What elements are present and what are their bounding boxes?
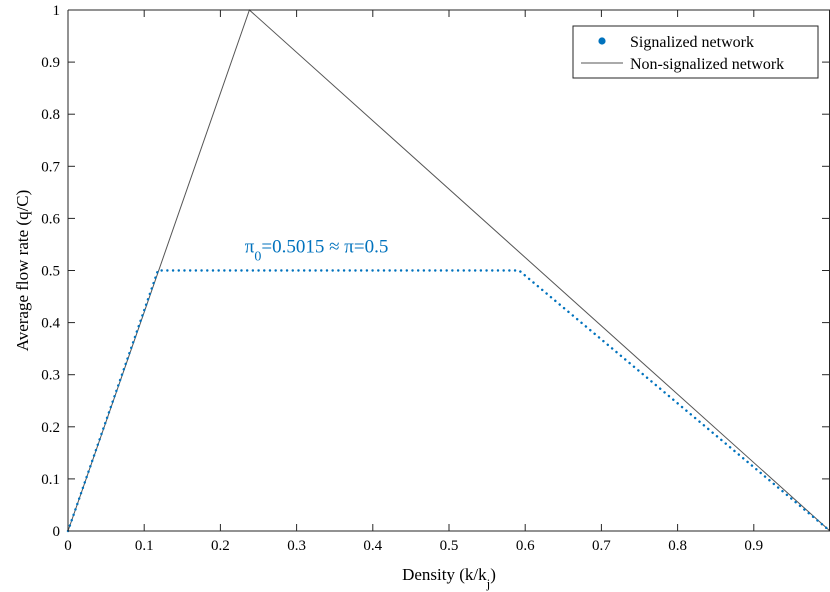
annotation-text: π0=0.5015 ≈ π=0.5 xyxy=(245,236,389,264)
y-tick-label: 0.2 xyxy=(41,420,60,436)
y-axis-title: Average flow rate (q/C) xyxy=(13,190,32,352)
legend-marker-signalized xyxy=(598,37,606,45)
annotation-pi: π xyxy=(245,236,255,257)
series-line-signalized xyxy=(66,269,830,533)
x-tick-label: 0.3 xyxy=(287,538,306,554)
y-tick-label: 0.9 xyxy=(41,55,60,71)
plot-area xyxy=(68,10,830,531)
x-axis-title-close: ) xyxy=(490,565,496,584)
y-tick-label: 0.5 xyxy=(41,264,60,280)
x-axis-title: Density (k/kj) xyxy=(402,565,496,591)
annotation-sub: 0 xyxy=(254,249,261,264)
x-tick-label: 0 xyxy=(64,538,72,554)
y-tick-label: 0.8 xyxy=(41,107,60,123)
legend-box xyxy=(572,25,819,79)
y-tick-label: 0.6 xyxy=(41,211,60,227)
y-tick-label: 0 xyxy=(53,524,61,540)
x-tick-label: 0.8 xyxy=(668,538,687,554)
x-axis-title-sub: j xyxy=(486,576,491,591)
x-tick-label: 0.6 xyxy=(516,538,535,554)
ticks-layer: 0 0.1 0.2 0.3 0.4 0.5 0.6 0.7 0.8 0.9 0 0.1 0.2 0.3 0.… xyxy=(41,3,829,554)
legend-label-signalized: Signalized network xyxy=(630,34,754,51)
y-tick-label: 0.4 xyxy=(41,316,60,332)
y-tick-label: 0.7 xyxy=(41,159,60,175)
x-tick-label: 0.4 xyxy=(363,538,382,554)
annotation-rest: =0.5015 ≈ π=0.5 xyxy=(261,236,388,257)
x-tick-label: 0.9 xyxy=(744,538,763,554)
x-axis-title-main: Density (k/k xyxy=(402,565,487,584)
x-tick-label: 0.2 xyxy=(211,538,230,554)
x-tick-label: 0.5 xyxy=(440,538,459,554)
legend: Signalized network Non-signalized networ… xyxy=(572,25,819,79)
x-tick-label: 0.7 xyxy=(592,538,611,554)
legend-label-non-signalized: Non-signalized network xyxy=(630,56,784,73)
y-tick-label: 0.1 xyxy=(41,472,60,488)
y-tick-label: 1 xyxy=(53,3,61,19)
y-tick-label: 0.3 xyxy=(41,368,60,384)
x-tick-label: 0.1 xyxy=(135,538,154,554)
